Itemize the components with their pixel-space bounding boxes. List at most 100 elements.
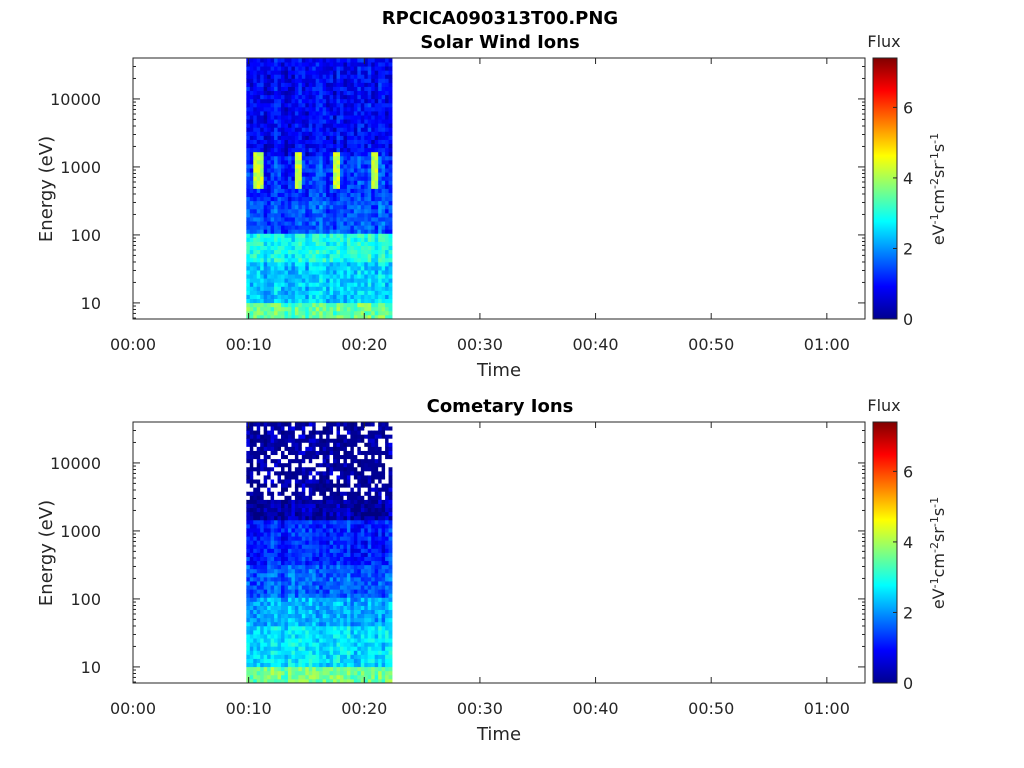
heat-cell [287, 294, 292, 300]
heat-cell [294, 58, 299, 63]
heat-cell [333, 78, 337, 83]
x-tick-label: 00:40 [573, 335, 619, 354]
heat-cell [263, 483, 268, 488]
heat-cell [360, 119, 365, 124]
heat-cell [312, 491, 317, 496]
heat-cell [291, 200, 296, 206]
heat-cell [298, 487, 303, 492]
heat-cell [333, 629, 337, 635]
heat-cell [326, 115, 330, 120]
heat-cell [388, 102, 393, 108]
heat-cell [305, 261, 310, 267]
heat-cell [253, 617, 258, 623]
heat-cell [336, 184, 341, 189]
heat-cell [367, 306, 372, 312]
heat-cell [333, 438, 337, 443]
heat-cell [336, 568, 341, 574]
heat-cell [333, 225, 337, 230]
heat-cell [287, 666, 292, 672]
heat-cell [294, 204, 299, 210]
heat-cell [329, 466, 334, 472]
heat-cell [319, 483, 324, 488]
heat-cell [322, 221, 327, 226]
heat-cell [274, 204, 278, 210]
heat-cell [246, 646, 251, 651]
heat-cell [360, 650, 365, 655]
heat-cell [281, 621, 285, 627]
heat-cell [291, 548, 296, 553]
heat-cell [270, 548, 275, 553]
heat-cell [340, 131, 344, 136]
heat-cell [326, 442, 330, 447]
heat-cell [301, 552, 306, 557]
heat-cell [312, 532, 317, 537]
heat-cell [326, 576, 330, 582]
heat-cell [287, 106, 292, 112]
heat-cell [308, 261, 313, 267]
heat-cell [305, 119, 310, 124]
heat-cell [263, 462, 268, 468]
heat-cell [270, 593, 275, 598]
heat-cell [346, 511, 351, 517]
heat-cell [291, 568, 296, 574]
heat-cell [357, 621, 362, 627]
heat-cell [308, 442, 313, 447]
heat-cell [281, 274, 285, 279]
heat-cell [312, 560, 317, 566]
heat-cell [333, 613, 337, 619]
heat-cell [322, 159, 327, 165]
heat-cell [346, 257, 351, 263]
heat-cell [312, 629, 317, 635]
heat-cell [340, 515, 344, 521]
heat-cell [360, 139, 365, 145]
heat-cell [360, 131, 365, 136]
heat-cell [287, 147, 292, 153]
heat-cell [301, 487, 306, 492]
heat-cell [322, 422, 327, 427]
heat-cell [294, 650, 299, 655]
heat-cell [270, 585, 275, 590]
heat-cell [343, 548, 348, 553]
heat-cell [340, 458, 344, 464]
heat-cell [357, 674, 362, 680]
heat-cell [270, 66, 275, 71]
heat-cell [291, 241, 296, 246]
heat-cell [315, 540, 320, 545]
heat-cell [346, 674, 351, 680]
heat-cell [340, 278, 344, 283]
heat-cell [343, 172, 348, 177]
heat-cell [381, 257, 386, 263]
heat-cell [322, 172, 327, 177]
heat-cell [322, 261, 327, 267]
heat-cell [340, 225, 344, 230]
heat-cell [253, 564, 258, 570]
heat-cell [305, 491, 310, 496]
heat-cell [260, 462, 265, 468]
heat-cell [298, 245, 303, 251]
heat-cell [378, 78, 383, 83]
heat-cell [360, 151, 365, 157]
heat-cell [350, 430, 355, 435]
heat-cell [246, 430, 251, 435]
heat-cell [281, 306, 285, 312]
heat-cell [319, 593, 324, 598]
heat-cell [287, 151, 292, 157]
heat-cell [287, 678, 292, 684]
heat-cell [326, 609, 330, 615]
heat-cell [343, 597, 348, 602]
heat-cell [340, 483, 344, 488]
heat-cell [281, 479, 285, 484]
heat-cell [298, 515, 303, 521]
heat-cell [301, 151, 306, 157]
heat-cell [357, 426, 362, 431]
heat-cell [326, 159, 330, 165]
heat-cell [385, 82, 389, 87]
heat-cell [350, 674, 355, 680]
heat-cell [270, 666, 275, 672]
heat-cell [346, 184, 351, 189]
heat-cell [360, 511, 365, 517]
heat-cell [385, 119, 389, 124]
heat-cell [319, 78, 324, 83]
heat-cell [336, 515, 341, 521]
